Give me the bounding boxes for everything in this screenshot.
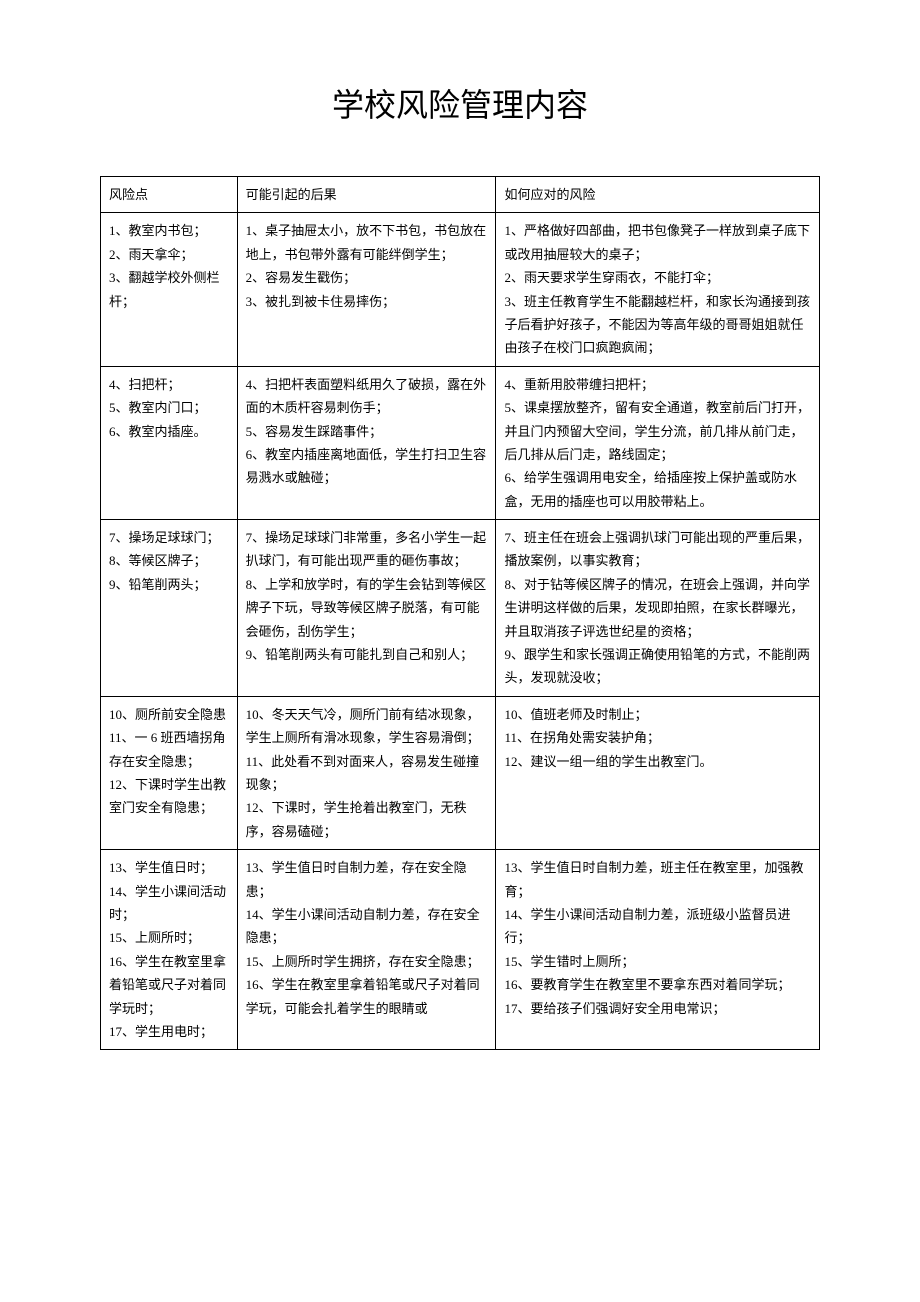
- cell-consequence: 4、扫把杆表面塑料纸用久了破损，露在外面的木质杆容易刺伤手；5、容易发生踩踏事件…: [237, 366, 496, 519]
- cell-consequence: 1、桌子抽屉太小，放不下书包，书包放在地上，书包带外露有可能绊倒学生；2、容易发…: [237, 213, 496, 366]
- table-row: 10、厕所前安全隐患11、一 6 班西墙拐角存在安全隐患；12、下课时学生出教室…: [101, 696, 820, 849]
- cell-response: 10、值班老师及时制止；11、在拐角处需安装护角；12、建议一组一组的学生出教室…: [496, 696, 820, 849]
- header-risk: 风险点: [101, 177, 238, 213]
- cell-risk: 13、学生值日时；14、学生小课间活动时；15、上厕所时；16、学生在教室里拿着…: [101, 850, 238, 1050]
- cell-response: 4、重新用胶带缠扫把杆；5、课桌摆放整齐，留有安全通道，教室前后门打开，并且门内…: [496, 366, 820, 519]
- header-response: 如何应对的风险: [496, 177, 820, 213]
- cell-risk: 7、操场足球球门；8、等候区牌子；9、铅笔削两头；: [101, 520, 238, 697]
- cell-response: 13、学生值日时自制力差，班主任在教室里，加强教育；14、学生小课间活动自制力差…: [496, 850, 820, 1050]
- cell-response: 7、班主任在班会上强调扒球门可能出现的严重后果，播放案例，以事实教育；8、对于钻…: [496, 520, 820, 697]
- table-row: 4、扫把杆；5、教室内门口；6、教室内插座。 4、扫把杆表面塑料纸用久了破损，露…: [101, 366, 820, 519]
- cell-consequence: 7、操场足球球门非常重，多名小学生一起扒球门，有可能出现严重的砸伤事故；8、上学…: [237, 520, 496, 697]
- cell-consequence: 13、学生值日时自制力差，存在安全隐患；14、学生小课间活动自制力差，存在安全隐…: [237, 850, 496, 1050]
- cell-risk: 10、厕所前安全隐患11、一 6 班西墙拐角存在安全隐患；12、下课时学生出教室…: [101, 696, 238, 849]
- table-row: 13、学生值日时；14、学生小课间活动时；15、上厕所时；16、学生在教室里拿着…: [101, 850, 820, 1050]
- table-row: 7、操场足球球门；8、等候区牌子；9、铅笔削两头； 7、操场足球球门非常重，多名…: [101, 520, 820, 697]
- table-header-row: 风险点 可能引起的后果 如何应对的风险: [101, 177, 820, 213]
- table-row: 1、教室内书包；2、雨天拿伞；3、翻越学校外侧栏杆； 1、桌子抽屉太小，放不下书…: [101, 213, 820, 366]
- cell-risk: 4、扫把杆；5、教室内门口；6、教室内插座。: [101, 366, 238, 519]
- cell-response: 1、严格做好四部曲，把书包像凳子一样放到桌子底下或改用抽屉较大的桌子；2、雨天要…: [496, 213, 820, 366]
- cell-consequence: 10、冬天天气冷，厕所门前有结冰现象，学生上厕所有滑冰现象，学生容易滑倒；11、…: [237, 696, 496, 849]
- header-consequence: 可能引起的后果: [237, 177, 496, 213]
- cell-risk: 1、教室内书包；2、雨天拿伞；3、翻越学校外侧栏杆；: [101, 213, 238, 366]
- risk-management-table: 风险点 可能引起的后果 如何应对的风险 1、教室内书包；2、雨天拿伞；3、翻越学…: [100, 176, 820, 1050]
- page-title: 学校风险管理内容: [100, 80, 820, 126]
